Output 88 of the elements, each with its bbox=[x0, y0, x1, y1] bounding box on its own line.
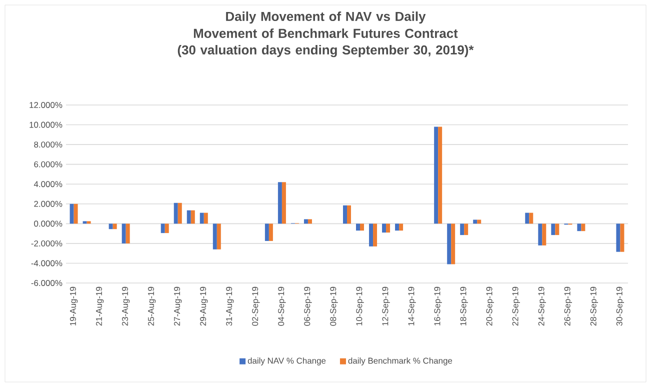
bar bbox=[473, 220, 478, 224]
bar bbox=[86, 221, 91, 224]
bar bbox=[308, 219, 312, 224]
x-tick-label: 08-Sep-19 bbox=[330, 286, 338, 326]
bar bbox=[126, 224, 130, 244]
x-tick-label: 10-Sep-19 bbox=[356, 286, 364, 326]
bar bbox=[264, 224, 269, 241]
bar bbox=[551, 224, 556, 236]
x-tick-label: 19-Aug-19 bbox=[70, 286, 78, 326]
legend-label: daily Benchmark % Change bbox=[348, 358, 452, 366]
bar bbox=[616, 224, 620, 252]
bar bbox=[347, 205, 352, 224]
bar bbox=[360, 224, 364, 231]
bar bbox=[620, 224, 624, 252]
y-tick-label: 6.000% bbox=[34, 161, 62, 168]
bar bbox=[369, 224, 374, 246]
x-tick-label: 16-Sep-19 bbox=[434, 286, 442, 326]
bar bbox=[464, 224, 468, 236]
bar bbox=[343, 205, 348, 224]
bar bbox=[108, 224, 113, 230]
x-tick-label: 18-Sep-19 bbox=[460, 286, 468, 326]
bar bbox=[304, 219, 308, 224]
y-tick-label: 4.000% bbox=[34, 181, 62, 188]
bar bbox=[555, 224, 560, 236]
bar bbox=[447, 224, 452, 264]
bar bbox=[581, 224, 586, 232]
bar bbox=[74, 204, 78, 224]
bar bbox=[386, 224, 390, 233]
x-tick-label: 06-Sep-19 bbox=[304, 286, 312, 326]
bar bbox=[399, 224, 404, 231]
bar bbox=[200, 212, 204, 224]
bar bbox=[82, 221, 87, 224]
bar bbox=[382, 224, 386, 233]
bar bbox=[204, 212, 208, 224]
x-tick-label: 21-Aug-19 bbox=[96, 286, 104, 326]
bar bbox=[216, 224, 221, 250]
y-tick-label: -2.000% bbox=[31, 240, 62, 246]
bar bbox=[434, 126, 438, 224]
y-tick-label: 12.000% bbox=[30, 102, 62, 108]
bar bbox=[282, 182, 286, 224]
bar bbox=[451, 224, 456, 264]
bar bbox=[112, 224, 117, 230]
bar bbox=[460, 224, 464, 236]
bar bbox=[164, 224, 169, 234]
x-tick-label: 26-Sep-19 bbox=[564, 286, 572, 326]
bar bbox=[268, 224, 273, 241]
chart-subtitle: (30 valuation days ending September 30, 2019)* bbox=[178, 44, 474, 58]
bar bbox=[373, 224, 378, 246]
x-tick-label: 29-Aug-19 bbox=[200, 286, 208, 326]
x-tick-label: 14-Sep-19 bbox=[408, 286, 416, 326]
bar bbox=[174, 202, 178, 224]
bar bbox=[542, 224, 546, 246]
bar bbox=[577, 224, 582, 232]
x-tick-label: 23-Aug-19 bbox=[122, 286, 130, 326]
bar bbox=[529, 212, 534, 224]
x-tick-label: 20-Sep-19 bbox=[486, 286, 494, 326]
x-tick-label: 24-Sep-19 bbox=[538, 286, 546, 326]
y-tick-label: 2.000% bbox=[34, 200, 62, 207]
bar bbox=[70, 204, 74, 224]
bar bbox=[477, 220, 482, 224]
x-tick-label: 27-Aug-19 bbox=[174, 286, 182, 326]
chart-title: Daily Movement of NAV vs Daily Movement of Benchmark Futures Contract bbox=[194, 12, 458, 38]
bar bbox=[278, 182, 282, 224]
x-tick-label: 30-Sep-19 bbox=[616, 286, 624, 326]
y-tick-label: -4.000% bbox=[31, 260, 62, 266]
x-tick-label: 28-Sep-19 bbox=[590, 286, 598, 326]
bar bbox=[186, 210, 191, 224]
bar bbox=[356, 224, 360, 231]
bar bbox=[190, 210, 195, 224]
x-tick-label: 31-Aug-19 bbox=[226, 286, 234, 326]
x-tick-label: 25-Aug-19 bbox=[148, 286, 156, 326]
y-tick-label: 10.000% bbox=[30, 122, 62, 128]
bar bbox=[395, 224, 400, 231]
x-tick-label: 04-Sep-19 bbox=[278, 286, 286, 326]
bar bbox=[212, 224, 217, 250]
bar bbox=[122, 224, 126, 244]
x-tick-label: 02-Sep-19 bbox=[252, 286, 260, 326]
bar bbox=[525, 212, 530, 224]
x-tick-label: 12-Sep-19 bbox=[382, 286, 390, 326]
y-tick-label: 8.000% bbox=[34, 142, 62, 148]
bar bbox=[438, 126, 442, 224]
bar bbox=[178, 202, 182, 224]
bar bbox=[160, 224, 165, 234]
x-tick-label: 22-Sep-19 bbox=[512, 286, 520, 326]
legend-label: daily NAV % Change bbox=[248, 358, 326, 366]
y-tick-label: -6.000% bbox=[31, 280, 62, 286]
bar bbox=[538, 224, 542, 246]
y-tick-label: 0.000% bbox=[34, 220, 62, 227]
